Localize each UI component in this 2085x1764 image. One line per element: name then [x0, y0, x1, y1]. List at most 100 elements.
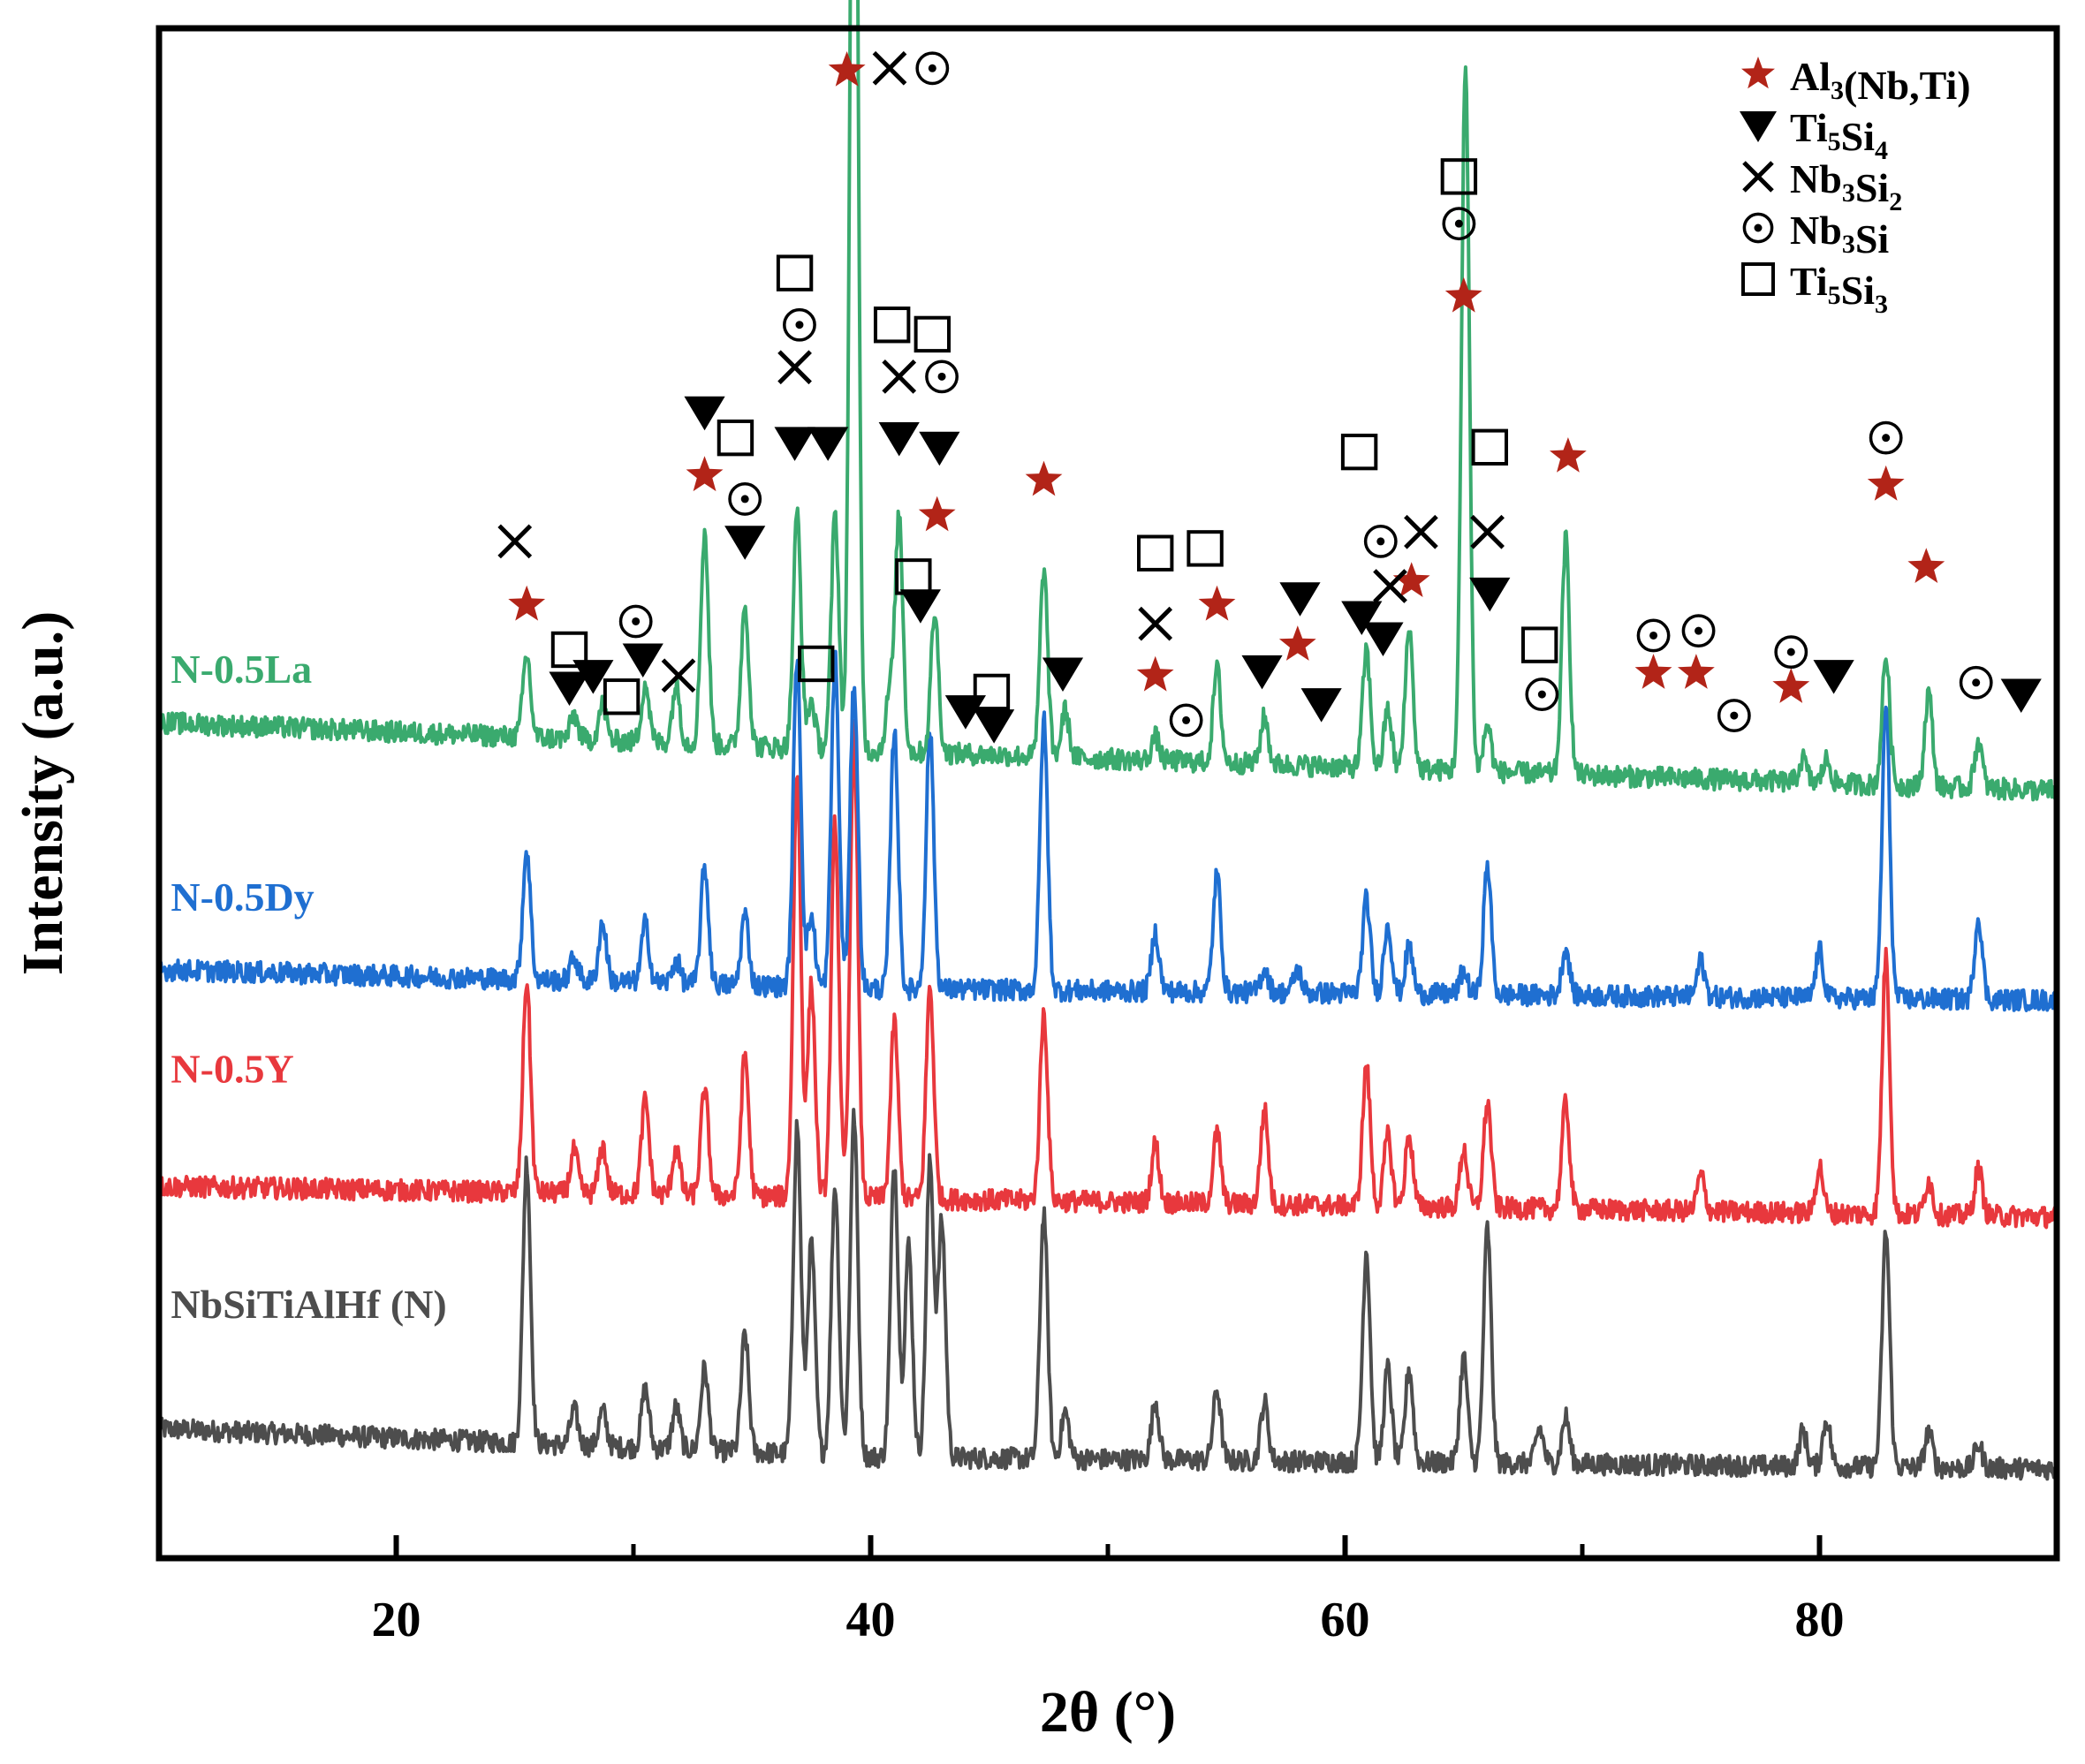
phase-marker: [918, 496, 956, 532]
phase-marker: [1520, 626, 1558, 663]
phase-marker: [776, 254, 814, 291]
phase-marker: [872, 50, 907, 86]
phase-marker: [828, 51, 866, 87]
phase-marker: [1042, 657, 1084, 693]
series-labels: NbSiTiAlHf (N) N-0.5Y N-0.5Dy N-0.5La: [171, 647, 446, 1327]
phase-marker: [1717, 699, 1751, 732]
phase-marker: [783, 307, 816, 342]
phase-marker: [1373, 569, 1407, 603]
series-line-3: [157, 0, 2058, 802]
phase-marker: [925, 360, 959, 394]
phase-marker: [572, 660, 614, 694]
phase-marker: [550, 631, 588, 669]
phase-marker: [777, 350, 812, 385]
phase-marker: [603, 678, 641, 715]
phase-marker: [798, 645, 835, 683]
legend-label: Nb3Si: [1790, 208, 1889, 261]
phase-marker: [1362, 622, 1404, 657]
phase-marker: [1440, 158, 1478, 195]
phase-marker: [774, 427, 815, 461]
phase-marker: [1300, 688, 1342, 723]
legend-entry: Nb3Si2: [1742, 156, 1902, 216]
phase-marker: [973, 673, 1011, 711]
phase-marker: [622, 643, 663, 678]
phase-marker: [1340, 433, 1378, 471]
phase-marker: [1774, 635, 1808, 670]
phase-marker: [1550, 437, 1587, 473]
phase-marker: [549, 671, 590, 706]
phase-marker: [1772, 668, 1810, 703]
phase-marker: [1444, 276, 1482, 313]
phase-marker: [1025, 460, 1063, 496]
series-layer: [157, 0, 2058, 1481]
phase-marker: [807, 427, 849, 461]
legend-symbol-triangle-down: [1740, 111, 1777, 142]
phase-marker: [716, 419, 754, 457]
phase-marker: [919, 431, 960, 466]
phase-marker: [686, 456, 724, 492]
series-line-0: [157, 1108, 2058, 1481]
phase-marker: [873, 307, 911, 344]
phase-marker: [914, 315, 952, 353]
legend-entry: Al3(Nb,Ti): [1741, 54, 1971, 108]
phase-marker: [1681, 614, 1716, 648]
series-label: N-0.5Y: [171, 1047, 293, 1092]
phase-marker: [618, 604, 653, 639]
phase-marker: [1198, 585, 1236, 621]
phase-marker: [1907, 548, 1945, 583]
phase-marker: [878, 422, 920, 457]
phase-marker: [915, 51, 950, 86]
phase-marker: [1169, 703, 1203, 738]
phase-marker: [895, 558, 932, 595]
series-label: N-0.5La: [171, 647, 312, 692]
phase-marker: [1138, 606, 1173, 641]
phase-marker: [1442, 207, 1476, 241]
phase-marker: [1363, 524, 1398, 558]
phase-marker: [1867, 465, 1905, 501]
x-tick-label: 80: [1795, 1593, 1845, 1647]
legend-symbol-square: [1741, 262, 1775, 296]
series-label: N-0.5Dy: [171, 874, 314, 920]
legend-symbol-circle-dot: [1742, 212, 1774, 244]
phase-marker: [882, 359, 917, 394]
phase-marker: [974, 709, 1015, 744]
x-tick-label: 60: [1321, 1593, 1370, 1647]
phase-marker: [1525, 678, 1559, 711]
phase-markers: [497, 50, 2042, 744]
phase-marker: [1341, 601, 1383, 636]
y-axis-title: Intensity (a.u.): [11, 611, 75, 976]
phase-marker: [661, 658, 696, 693]
phase-marker: [899, 589, 941, 624]
series-line-2: [157, 649, 2058, 1012]
phase-marker: [1404, 514, 1438, 549]
x-tick-label: 40: [846, 1593, 896, 1647]
legend-symbol-star: [1741, 57, 1775, 89]
series-line-1: [157, 718, 2058, 1230]
phase-marker: [728, 482, 762, 516]
phase-marker: [1279, 582, 1321, 617]
series-label: NbSiTiAlHf (N): [171, 1282, 446, 1327]
phase-marker: [1959, 665, 1993, 700]
legend-label: Ti5Si3: [1790, 259, 1888, 319]
x-axis-title: 2θ (°): [1040, 1680, 1176, 1745]
phase-marker: [1187, 530, 1224, 567]
phase-marker: [1278, 625, 1316, 661]
legend-entry: Nb3Si: [1742, 208, 1889, 261]
phase-marker: [1471, 428, 1508, 466]
phase-marker: [1636, 618, 1671, 653]
phase-marker: [497, 524, 533, 559]
phase-marker: [2000, 678, 2042, 713]
phase-marker: [1136, 655, 1174, 692]
legend-symbol-cross: [1742, 161, 1774, 193]
phase-marker: [1241, 655, 1283, 690]
legend-entry: Ti5Si4: [1740, 105, 1888, 165]
phase-marker: [1137, 534, 1174, 572]
phase-marker: [1678, 654, 1715, 689]
legend-label: Nb3Si2: [1790, 156, 1902, 216]
phase-marker: [724, 526, 766, 560]
x-tick-label: 20: [372, 1593, 421, 1647]
phase-marker: [684, 396, 725, 431]
phase-marker: [1813, 660, 1854, 694]
